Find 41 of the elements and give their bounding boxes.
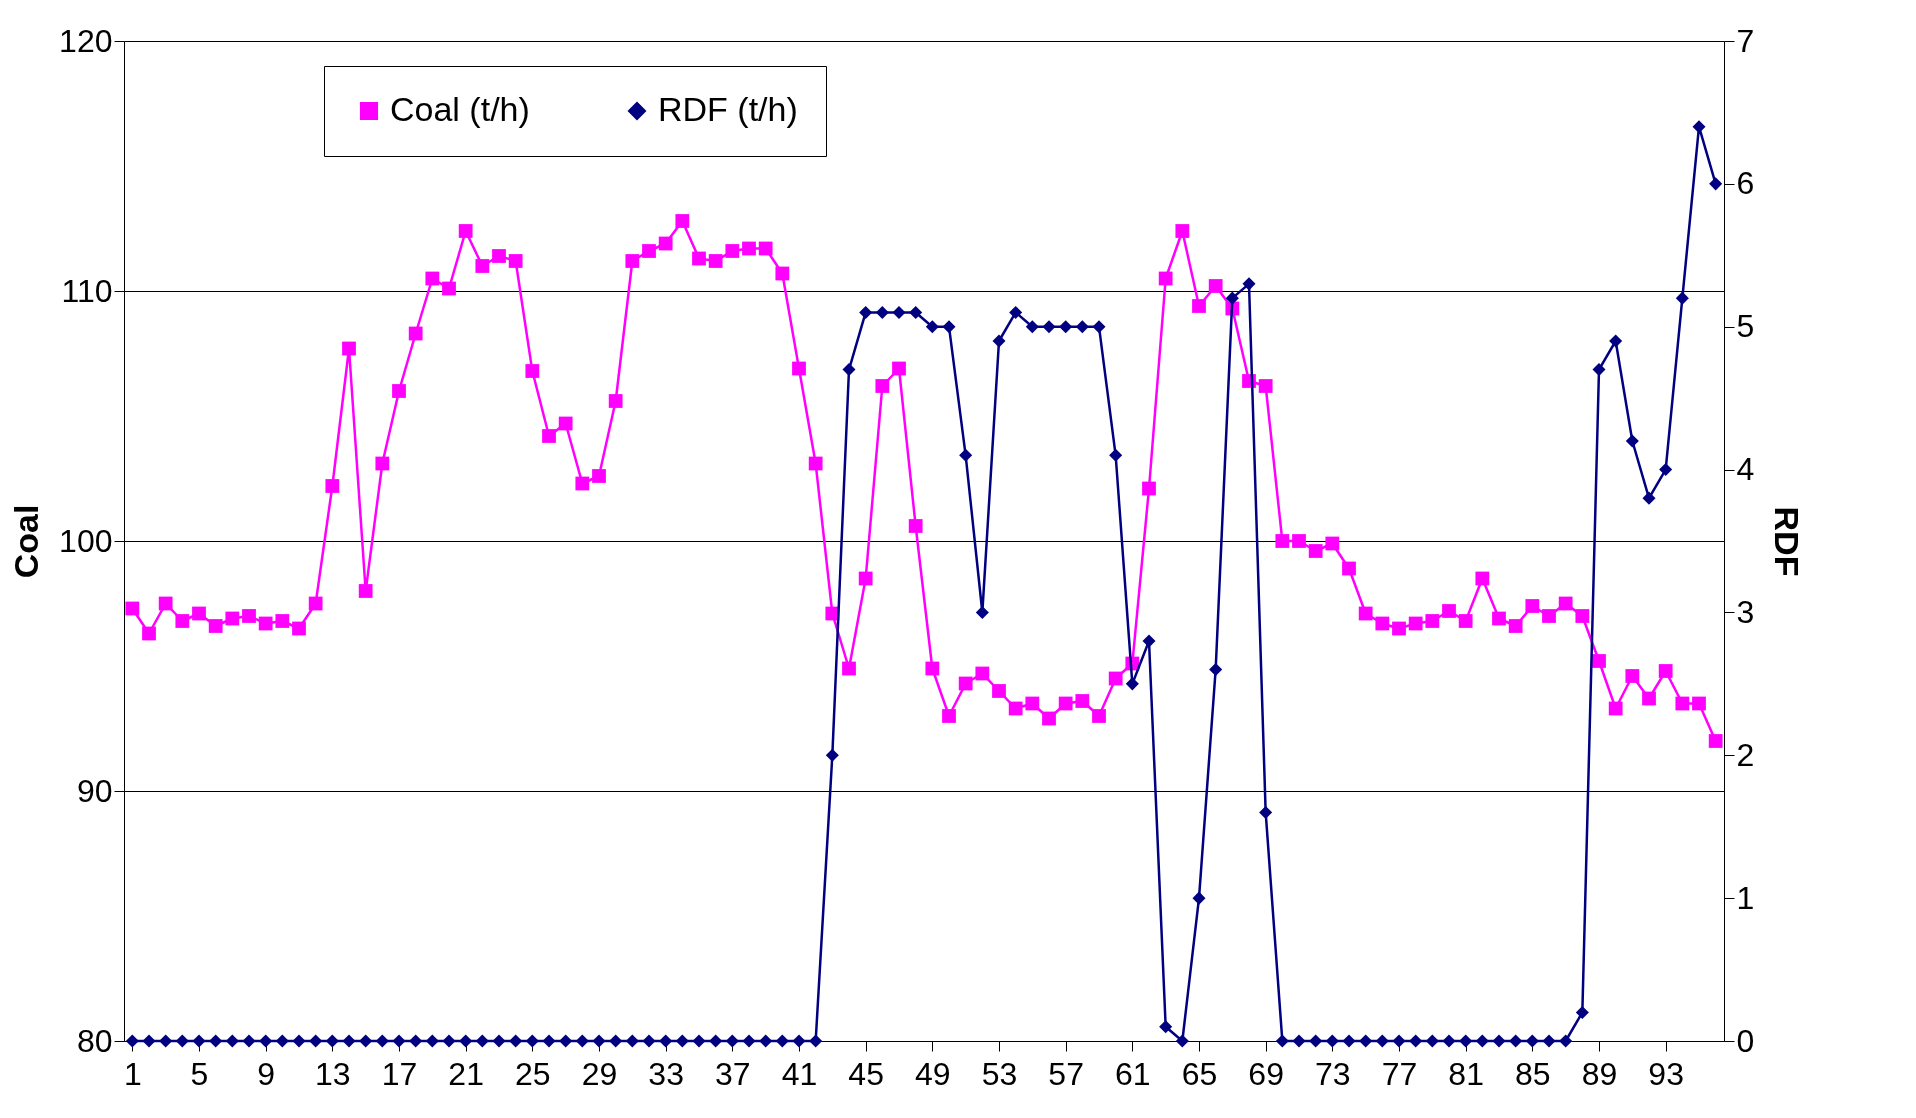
x-tick-label: 29 (581, 1055, 618, 1092)
y-tick-label: 120 (59, 22, 113, 59)
y2-tick-label: 0 (1736, 1022, 1755, 1059)
x-tick-label: 9 (257, 1055, 276, 1092)
x-tick-label: 45 (848, 1055, 884, 1092)
legend-label: Coal (t/h) (390, 90, 530, 128)
y2-axis-title: RDF (1768, 506, 1807, 577)
x-tick-label: 53 (981, 1055, 1018, 1092)
y-axis-title: Coal (7, 504, 46, 579)
x-tick-label: 85 (1515, 1055, 1551, 1092)
y2-tick-label: 4 (1736, 451, 1755, 488)
x-tick-label: 1 (123, 1055, 142, 1092)
x-tick-label: 57 (1048, 1055, 1084, 1092)
x-tick-label: 73 (1315, 1055, 1351, 1092)
x-tick-label: 93 (1648, 1055, 1684, 1092)
x-tick-label: 5 (190, 1055, 209, 1092)
x-tick-label: 41 (781, 1055, 818, 1092)
y2-tick-label: 7 (1736, 22, 1755, 59)
y-tick-label: 100 (59, 522, 113, 559)
x-tick-label: 49 (915, 1055, 951, 1092)
x-tick-label: 61 (1115, 1055, 1151, 1092)
y-tick-label: 110 (61, 272, 113, 309)
x-tick-label: 33 (648, 1055, 684, 1092)
y-tick-label: 80 (76, 1022, 113, 1059)
legend-label: RDF (t/h) (658, 90, 798, 128)
y2-tick-label: 5 (1736, 308, 1755, 345)
x-tick-label: 17 (381, 1055, 418, 1092)
y2-tick-label: 2 (1736, 736, 1755, 773)
x-tick-label: 25 (515, 1055, 551, 1092)
y-tick-label: 90 (76, 772, 113, 809)
y2-tick-label: 6 (1736, 165, 1755, 202)
x-tick-label: 89 (1581, 1055, 1618, 1092)
x-tick-label: 77 (1381, 1055, 1418, 1092)
x-tick-label: 13 (315, 1055, 351, 1092)
x-tick-label: 21 (448, 1055, 484, 1092)
y2-tick-label: 1 (1736, 879, 1755, 916)
y2-tick-label: 3 (1736, 593, 1755, 630)
x-tick-label: 81 (1448, 1055, 1484, 1092)
x-tick-label: 69 (1248, 1055, 1284, 1092)
x-tick-label: 37 (715, 1055, 751, 1092)
x-tick-label: 65 (1181, 1055, 1218, 1092)
